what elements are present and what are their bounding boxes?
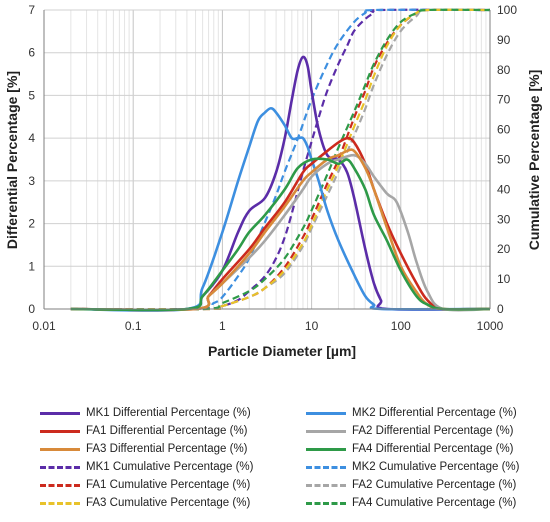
x-tick-label: 10 (305, 319, 319, 333)
legend-swatch (40, 501, 80, 505)
series-line (70, 106, 491, 312)
legend-label: FA4 Cumulative Percentage (%) (352, 497, 517, 509)
legend-item: FA1 Cumulative Percentage (%) (40, 476, 250, 494)
legend-label: MK1 Cumulative Percentage (%) (86, 461, 254, 473)
legend-item: FA1 Differential Percentage (%) (40, 422, 248, 440)
legend-label: FA1 Cumulative Percentage (%) (86, 479, 251, 491)
legend-swatch (40, 465, 80, 469)
legend-swatch (40, 447, 80, 451)
legend-item: FA2 Differential Percentage (%) (306, 422, 514, 440)
y-right-tick-label: 0 (497, 302, 504, 316)
particle-size-chart: 0.01 0.1 1 10 100 100001234567010203040506070… (4, 3, 542, 359)
legend-item: MK1 Cumulative Percentage (%) (40, 458, 253, 476)
legend-label: FA3 Differential Percentage (%) (86, 443, 248, 455)
legend-swatch (306, 447, 346, 451)
x-tick-label: 100 (391, 319, 411, 333)
y-left-tick-label: 6 (28, 46, 35, 60)
series-line (70, 136, 491, 312)
legend-swatch (306, 411, 346, 415)
legend-swatch (306, 501, 346, 505)
y-left-tick-label: 3 (28, 174, 35, 188)
legend-swatch (306, 483, 346, 487)
legend-swatch (306, 429, 346, 433)
y-left-tick-label: 7 (28, 3, 35, 17)
y-left-tick-label: 5 (28, 88, 35, 102)
legend-label: MK1 Differential Percentage (%) (86, 407, 251, 419)
legend-label: FA2 Cumulative Percentage (%) (352, 479, 517, 491)
legend-swatch (40, 483, 80, 487)
legend-swatch (40, 429, 80, 433)
legend-item: FA3 Cumulative Percentage (%) (40, 494, 250, 512)
x-tick-label: 1000 (477, 319, 504, 333)
y-left-tick-label: 2 (28, 217, 35, 231)
legend-item: MK2 Differential Percentage (%) (306, 404, 517, 422)
y-right-tick-label: 70 (497, 93, 511, 107)
y-left-tick-label: 1 (28, 259, 35, 273)
legend-item: FA2 Cumulative Percentage (%) (306, 476, 516, 494)
series-line (70, 153, 491, 312)
legend-item: MK1 Differential Percentage (%) (40, 404, 251, 422)
grid-lines (43, 9, 491, 310)
series-lines (70, 8, 491, 312)
legend-label: FA1 Differential Percentage (%) (86, 425, 248, 437)
legend-item: FA4 Cumulative Percentage (%) (306, 494, 516, 512)
legend-label: MK2 Cumulative Percentage (%) (352, 461, 520, 473)
series-line (70, 148, 491, 312)
x-axis-label: Particle Diameter [µm] (208, 343, 356, 359)
y-right-tick-label: 80 (497, 63, 511, 77)
y-right-tick-label: 50 (497, 153, 511, 167)
y-right-tick-label: 30 (497, 212, 511, 226)
series-line (70, 8, 491, 311)
tick-labels: 0.01 0.1 1 10 100 100001234567010203040506070… (28, 3, 517, 333)
legend-swatch (40, 411, 80, 415)
y-right-tick-label: 100 (497, 3, 517, 17)
y-left-tick-label: 0 (28, 302, 35, 316)
x-tick-label: 0.1 (125, 319, 142, 333)
y-right-tick-label: 20 (497, 242, 511, 256)
legend-label: FA4 Differential Percentage (%) (352, 443, 514, 455)
series-line (70, 55, 491, 312)
series-line (70, 8, 491, 311)
legend-label: MK2 Differential Percentage (%) (352, 407, 517, 419)
series-line (70, 8, 491, 311)
y-right-tick-label: 90 (497, 33, 511, 47)
legend-label: FA3 Cumulative Percentage (%) (86, 497, 251, 509)
x-tick-label: 0.01 (32, 319, 56, 333)
y-right-tick-label: 60 (497, 123, 511, 137)
legend-item: FA3 Differential Percentage (%) (40, 440, 248, 458)
legend-item: MK2 Cumulative Percentage (%) (306, 458, 519, 476)
y-right-axis-label: Cumulative Percentage [%] (526, 70, 542, 251)
y-right-tick-label: 40 (497, 182, 511, 196)
legend-swatch (306, 465, 346, 469)
legend-item: FA4 Differential Percentage (%) (306, 440, 514, 458)
y-right-tick-label: 10 (497, 272, 511, 286)
y-left-tick-label: 4 (28, 131, 35, 145)
series-line (70, 8, 491, 311)
series-line (70, 157, 491, 312)
axes (43, 10, 491, 310)
y-left-axis-label: Differential Percentage [%] (4, 71, 20, 249)
legend-label: FA2 Differential Percentage (%) (352, 425, 514, 437)
x-tick-label: 1 (219, 319, 226, 333)
